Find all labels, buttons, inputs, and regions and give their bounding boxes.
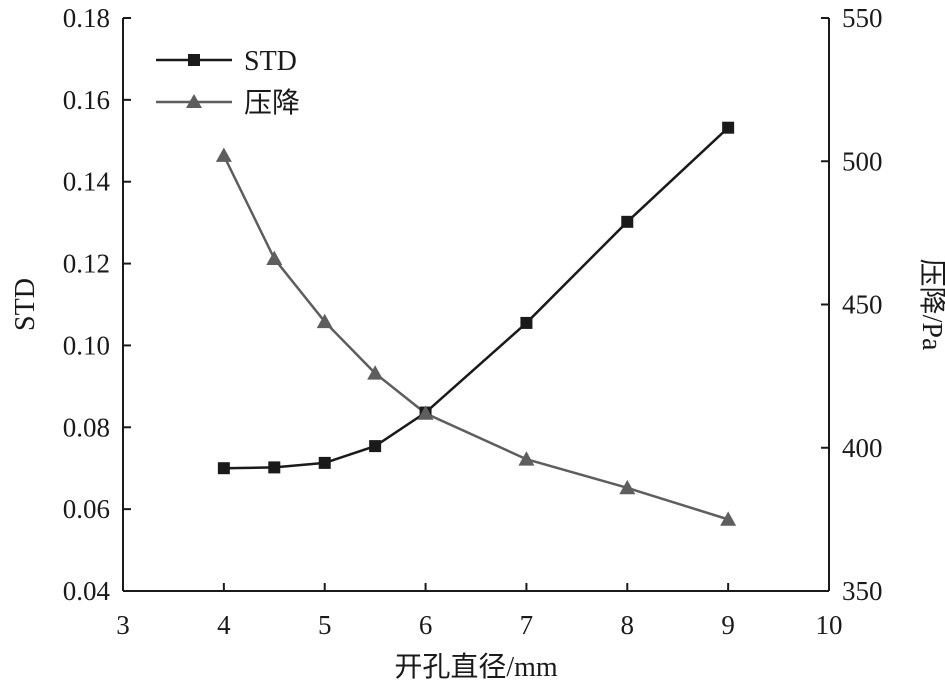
axis-ticks: 3 4 5 6 7 8 9 10 0.04 0.06 0.08 0.10 0.12 0.14 0.16 0.1… bbox=[63, 3, 883, 640]
std-point bbox=[369, 440, 382, 453]
y2-tick-label: 500 bbox=[842, 146, 883, 176]
y2-axis-title: 压降/Pa bbox=[916, 259, 945, 351]
y2-tick-label: 400 bbox=[842, 433, 883, 463]
legend-std-label: STD bbox=[244, 46, 297, 77]
y2-tick-label: 450 bbox=[842, 290, 883, 320]
y-tick-label: 0.04 bbox=[63, 576, 111, 606]
std-point bbox=[520, 316, 533, 329]
std-point bbox=[268, 461, 281, 474]
chart-axes bbox=[122, 18, 830, 592]
legend-pressure-drop-label: 压降 bbox=[244, 87, 300, 119]
pressure-drop-point bbox=[720, 511, 737, 526]
legend-pressure-drop-triangle-marker bbox=[186, 94, 202, 108]
std-point bbox=[318, 456, 331, 469]
std-point bbox=[621, 215, 634, 228]
pressure-drop-point bbox=[215, 147, 232, 162]
legend-item-pressure-drop: 压降 bbox=[156, 87, 300, 119]
y-tick-label: 0.16 bbox=[63, 85, 110, 115]
y-tick-label: 0.12 bbox=[63, 249, 110, 279]
legend: STD 压降 bbox=[156, 46, 300, 119]
std-point bbox=[217, 462, 230, 475]
x-tick-label: 9 bbox=[721, 610, 735, 640]
x-axis-title: 开孔直径/mm bbox=[394, 651, 558, 683]
series-markers bbox=[215, 121, 737, 526]
y-tick-label: 0.06 bbox=[63, 494, 110, 524]
y-axis-title: STD bbox=[10, 278, 41, 331]
x-tick-label: 5 bbox=[318, 610, 332, 640]
y-tick-label: 0.08 bbox=[63, 412, 110, 442]
pressure-drop-point bbox=[619, 479, 636, 495]
series-lines bbox=[222, 126, 729, 521]
y-tick-label: 0.18 bbox=[63, 3, 110, 33]
pressure-drop-series-line bbox=[222, 154, 729, 521]
x-tick-label: 8 bbox=[621, 610, 635, 640]
x-tick-label: 6 bbox=[419, 610, 433, 640]
x-tick-label: 7 bbox=[520, 610, 534, 640]
x-tick-label: 3 bbox=[116, 610, 130, 640]
pressure-drop-point bbox=[266, 250, 283, 266]
legend-std-square-marker bbox=[188, 54, 200, 66]
std-point bbox=[722, 121, 735, 134]
y-tick-label: 0.10 bbox=[63, 330, 110, 360]
x-tick-label: 4 bbox=[217, 610, 231, 640]
y-tick-label: 0.14 bbox=[63, 167, 111, 197]
pressure-drop-point bbox=[316, 313, 333, 329]
x-tick-label: 10 bbox=[816, 610, 843, 640]
pressure-drop-point bbox=[367, 365, 384, 380]
std-series-line bbox=[223, 126, 729, 470]
y2-tick-label: 550 bbox=[842, 3, 883, 33]
pressure-drop-point bbox=[417, 405, 434, 420]
pressure-drop-point bbox=[518, 451, 535, 466]
y2-tick-label: 350 bbox=[842, 576, 883, 606]
legend-item-std: STD bbox=[156, 46, 297, 77]
